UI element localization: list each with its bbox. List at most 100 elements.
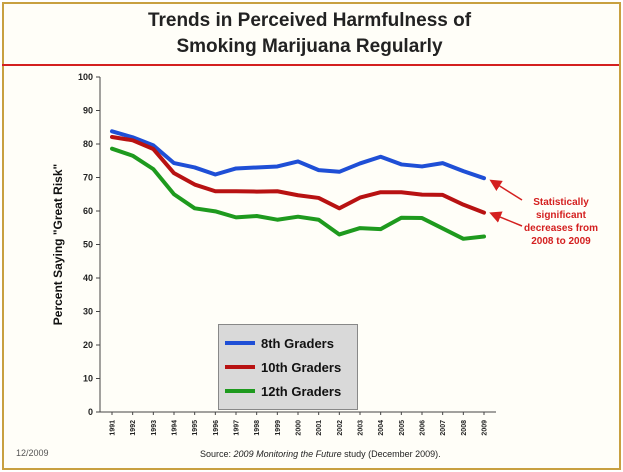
annotation-arrow-10th bbox=[489, 211, 523, 227]
data-point bbox=[276, 218, 279, 221]
x-tick-label: 2005 bbox=[399, 420, 406, 436]
data-point bbox=[400, 191, 403, 194]
y-tick-label: 60 bbox=[83, 206, 93, 216]
legend-swatch-10th bbox=[225, 365, 255, 369]
data-point bbox=[420, 165, 424, 168]
data-point bbox=[255, 166, 258, 169]
x-tick-label: 1997 bbox=[234, 420, 241, 436]
data-point bbox=[379, 191, 382, 194]
footer-date: 12/2009 bbox=[16, 448, 49, 458]
x-tick-label: 1996 bbox=[213, 420, 220, 436]
x-tick-label: 2007 bbox=[440, 420, 447, 436]
data-point bbox=[462, 169, 465, 173]
legend-swatch-8th bbox=[225, 341, 255, 345]
annotation-line-3: decreases from bbox=[524, 223, 598, 234]
data-point bbox=[255, 214, 258, 218]
y-axis-title: Percent Saying "Great Risk" bbox=[51, 164, 65, 325]
x-tick-label: 1992 bbox=[130, 420, 137, 436]
y-tick-label: 0 bbox=[88, 407, 93, 417]
data-point bbox=[317, 168, 320, 172]
x-tick-label: 2000 bbox=[296, 420, 303, 436]
x-tick-label: 1999 bbox=[275, 420, 282, 436]
legend-item-8th: 8th Graders bbox=[225, 333, 334, 353]
x-tick-label: 2004 bbox=[378, 420, 385, 436]
x-tick-label: 1995 bbox=[192, 420, 199, 436]
data-point bbox=[338, 207, 341, 210]
data-point bbox=[482, 211, 486, 214]
data-point bbox=[193, 183, 196, 186]
y-tick-label: 50 bbox=[83, 240, 93, 250]
y-tick-label: 10 bbox=[83, 374, 93, 384]
data-point bbox=[234, 190, 238, 193]
data-point bbox=[420, 216, 424, 220]
x-tick-label: 2001 bbox=[316, 420, 323, 436]
data-point bbox=[110, 130, 114, 133]
source-note: Source: 2009 Monitoring the Future study… bbox=[200, 449, 441, 459]
data-point bbox=[131, 139, 134, 142]
data-point bbox=[379, 227, 382, 231]
data-point bbox=[296, 194, 300, 197]
data-point bbox=[152, 167, 155, 171]
data-point bbox=[296, 215, 300, 218]
source-title: 2009 Monitoring the Future bbox=[233, 449, 342, 459]
source-suffix: study (December 2009). bbox=[344, 449, 441, 459]
data-point bbox=[276, 165, 279, 168]
significance-annotation: Statistically significant decreases from… bbox=[508, 196, 614, 248]
legend-item-10th: 10th Graders bbox=[225, 357, 341, 377]
data-point bbox=[441, 227, 444, 230]
data-point bbox=[400, 163, 403, 166]
legend-label-10th: 10th Graders bbox=[261, 359, 342, 375]
data-point bbox=[317, 196, 320, 200]
data-point bbox=[482, 235, 486, 238]
data-point bbox=[358, 196, 362, 199]
data-point bbox=[234, 167, 238, 170]
data-point bbox=[338, 170, 341, 174]
annotation-line-2: significant bbox=[535, 210, 586, 221]
data-point bbox=[234, 216, 238, 219]
y-tick-label: 70 bbox=[83, 173, 93, 183]
annotation-arrow-8th bbox=[489, 179, 523, 201]
chart-legend: 8th Graders 10th Graders 12th Graders bbox=[218, 324, 358, 410]
x-tick-label: 1991 bbox=[110, 420, 117, 436]
data-point bbox=[193, 207, 196, 210]
data-point bbox=[193, 166, 196, 169]
y-tick-label: 40 bbox=[83, 273, 93, 283]
data-point bbox=[462, 237, 465, 241]
data-point bbox=[152, 147, 155, 151]
data-point bbox=[441, 193, 444, 197]
data-point bbox=[110, 135, 114, 139]
x-tick-label: 1998 bbox=[254, 420, 261, 436]
data-point bbox=[379, 155, 382, 158]
chart-title-line-1: Trends in Perceived Harmfulness of bbox=[147, 10, 472, 31]
series-line-10th-graders bbox=[110, 134, 486, 215]
x-tick-label: 1994 bbox=[172, 420, 179, 436]
y-tick-label: 20 bbox=[83, 340, 93, 350]
x-tick-label: 1993 bbox=[151, 420, 158, 436]
data-point bbox=[338, 233, 341, 236]
data-point bbox=[214, 190, 217, 193]
data-point bbox=[214, 173, 217, 176]
x-tick-label: 2003 bbox=[358, 420, 365, 436]
legend-label-8th: 8th Graders bbox=[261, 335, 334, 351]
data-point bbox=[462, 203, 465, 206]
data-point bbox=[420, 193, 424, 196]
data-point bbox=[441, 161, 444, 165]
data-point bbox=[400, 216, 403, 219]
data-point bbox=[255, 190, 258, 193]
data-point bbox=[358, 226, 362, 230]
data-point bbox=[172, 193, 176, 196]
y-tick-label: 90 bbox=[83, 106, 93, 116]
y-tick-label: 100 bbox=[78, 72, 93, 82]
data-point bbox=[482, 176, 486, 180]
title-divider bbox=[2, 64, 619, 66]
data-point bbox=[131, 154, 134, 157]
x-tick-label: 2002 bbox=[337, 420, 344, 436]
data-point bbox=[131, 136, 134, 139]
x-tick-label: 2008 bbox=[461, 420, 468, 436]
data-point bbox=[276, 190, 279, 193]
data-point bbox=[152, 144, 155, 147]
y-tick-label: 30 bbox=[83, 307, 93, 317]
legend-label-12th: 12th Graders bbox=[261, 383, 342, 399]
data-point bbox=[110, 147, 114, 150]
